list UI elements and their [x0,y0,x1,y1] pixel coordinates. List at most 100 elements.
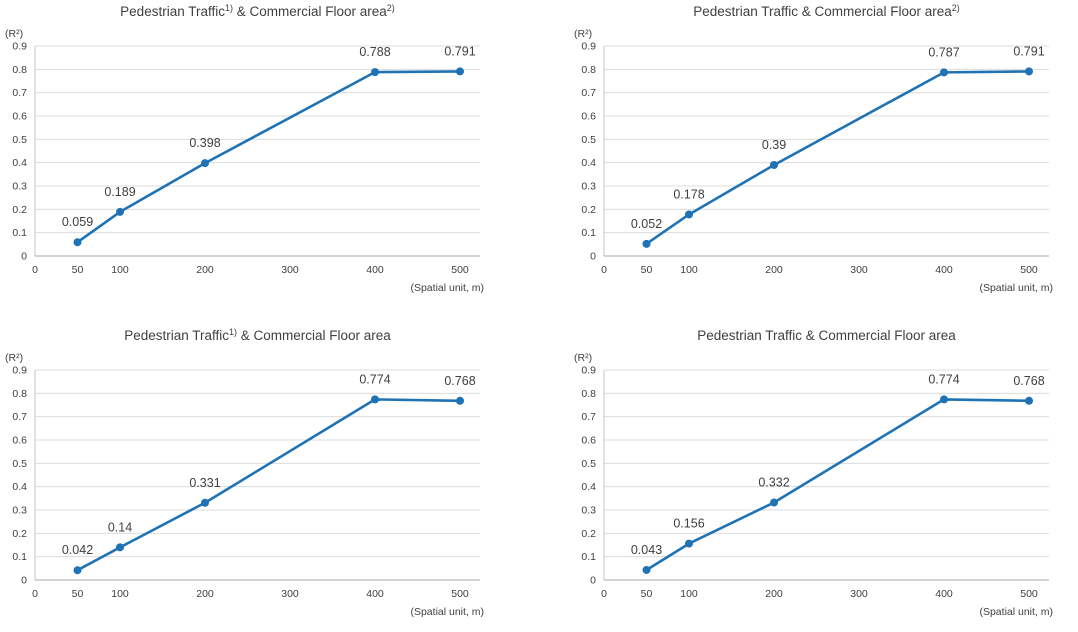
chart-pedestrian-traffic-commercial-floor-area2: 0.9 0.8 0.7 0.6 0.5 0.4 0.3 0.2 0.1 0 0 50 100 200 300… [539,0,1078,316]
data-point [371,68,379,77]
y-tick-label: 0.3 [12,505,27,517]
y-tick-label: 0.5 [12,134,27,146]
data-point [456,67,464,76]
x-axis-label: (Spatial unit, m) [410,282,484,294]
data-label: 0.052 [631,217,662,231]
y-tick-label: 0.2 [12,528,27,540]
chart-title: Pedestrian Traffic & Commercial Floor ar… [697,328,956,343]
y-axis-label: (R²) [5,352,23,364]
y-tick-label: 0.4 [12,481,27,493]
y-tick-label: 0 [590,251,596,263]
data-label: 0.14 [108,520,132,534]
data-label: 0.059 [62,215,93,229]
data-label: 0.787 [928,45,959,59]
data-label: 0.332 [758,476,789,490]
data-label: 0.156 [673,517,704,531]
x-tick-label: 400 [935,264,953,276]
y-tick-label: 0.1 [12,227,27,239]
series-line [76,70,462,244]
y-axis-label: (R²) [574,28,592,40]
line-chart-canvas: 0.9 0.8 0.7 0.6 0.5 0.4 0.3 0.2 0.1 00 50 100 200 300… [574,328,1053,618]
y-tick-label: 0.8 [581,64,596,76]
data-point [685,539,693,548]
data-label: 0.791 [444,44,475,58]
y-tick-label: 0.1 [12,551,27,563]
data-point [1025,396,1033,405]
y-tick-label: 0.2 [12,204,27,216]
chart-title: Pedestrian Traffic1) & Commercial Floor … [120,3,395,19]
y-tick-label: 0.3 [581,505,596,517]
x-tick-label: 200 [765,588,783,600]
data-label: 0.178 [673,187,704,201]
y-tick-label: 0.7 [12,87,27,99]
y-tick-label: 0.1 [581,551,596,563]
x-tick-label: 400 [935,588,953,600]
data-label: 0.791 [1013,44,1044,58]
line-chart-canvas: 0.9 0.8 0.7 0.6 0.5 0.4 0.3 0.2 0.1 00 50 100 200 300… [5,327,484,618]
y-tick-label: 0.6 [12,435,27,447]
chart-pedestrian-traffic-commercial-floor-area: 0.9 0.8 0.7 0.6 0.5 0.4 0.3 0.2 0.1 0 0 50 100 200 300… [539,316,1078,632]
y-tick-label: 0.4 [581,157,596,169]
x-tick-label: 500 [451,588,469,600]
y-tick-label: 0 [21,251,27,263]
x-tick-label: 300 [850,264,868,276]
data-point [201,159,209,168]
x-axis-label: (Spatial unit, m) [979,282,1053,294]
data-label: 0.774 [359,372,390,386]
x-tick-label: 500 [451,264,469,276]
series-line [645,398,1031,572]
x-tick-label: 300 [281,588,299,600]
y-axis-label: (R²) [574,352,592,364]
y-tick-label: 0.9 [12,365,27,377]
x-tick-label: 50 [641,588,653,600]
line-chart-canvas: 0.9 0.8 0.7 0.6 0.5 0.4 0.3 0.2 0.1 00 50 100 200 300… [574,3,1053,294]
x-tick-label: 100 [111,264,129,276]
series-line [76,398,462,572]
data-label: 0.39 [762,138,786,152]
x-tick-label: 0 [601,264,607,276]
data-point [73,238,82,247]
x-tick-label: 500 [1020,588,1038,600]
chart-title: Pedestrian Traffic1) & Commercial Floor … [124,327,391,343]
x-tick-label: 200 [196,588,214,600]
data-label: 0.043 [631,543,662,557]
x-tick-label: 50 [72,588,84,600]
y-tick-label: 0.8 [581,388,596,400]
data-label: 0.774 [928,372,959,386]
data-point [371,395,379,404]
data-point [1025,67,1033,76]
y-tick-label: 0.9 [581,365,596,377]
data-point [642,565,651,574]
data-label: 0.398 [189,136,220,150]
chart-title: Pedestrian Traffic & Commercial Floor ar… [693,3,960,19]
x-tick-label: 200 [765,264,783,276]
y-tick-label: 0.9 [581,41,596,53]
x-axis-label: (Spatial unit, m) [979,606,1053,618]
y-tick-label: 0.6 [581,435,596,447]
x-tick-label: 300 [850,588,868,600]
series-line [645,70,1031,246]
x-tick-label: 500 [1020,264,1038,276]
y-tick-label: 0.6 [12,111,27,123]
y-tick-label: 0.2 [581,204,596,216]
y-tick-label: 0.8 [12,388,27,400]
data-point [770,161,778,169]
y-tick-label: 0.7 [581,411,596,423]
x-tick-label: 0 [32,264,38,276]
data-point [73,566,82,575]
data-point [685,210,693,219]
y-tick-label: 0.3 [581,181,596,193]
data-label: 0.042 [62,543,93,557]
chart-pedestrian-traffic1-commercial-floor-area: 0.9 0.8 0.7 0.6 0.5 0.4 0.3 0.2 0.1 0 0 50 100 200 300… [0,316,539,632]
data-label: 0.331 [189,476,220,490]
y-tick-label: 0.9 [12,41,27,53]
x-tick-label: 100 [680,264,698,276]
y-tick-label: 0 [590,575,596,587]
x-tick-label: 0 [32,588,38,600]
x-tick-label: 50 [641,264,653,276]
data-point [940,68,948,77]
data-point [770,498,778,507]
y-tick-label: 0.5 [581,458,596,470]
x-tick-label: 100 [680,588,698,600]
